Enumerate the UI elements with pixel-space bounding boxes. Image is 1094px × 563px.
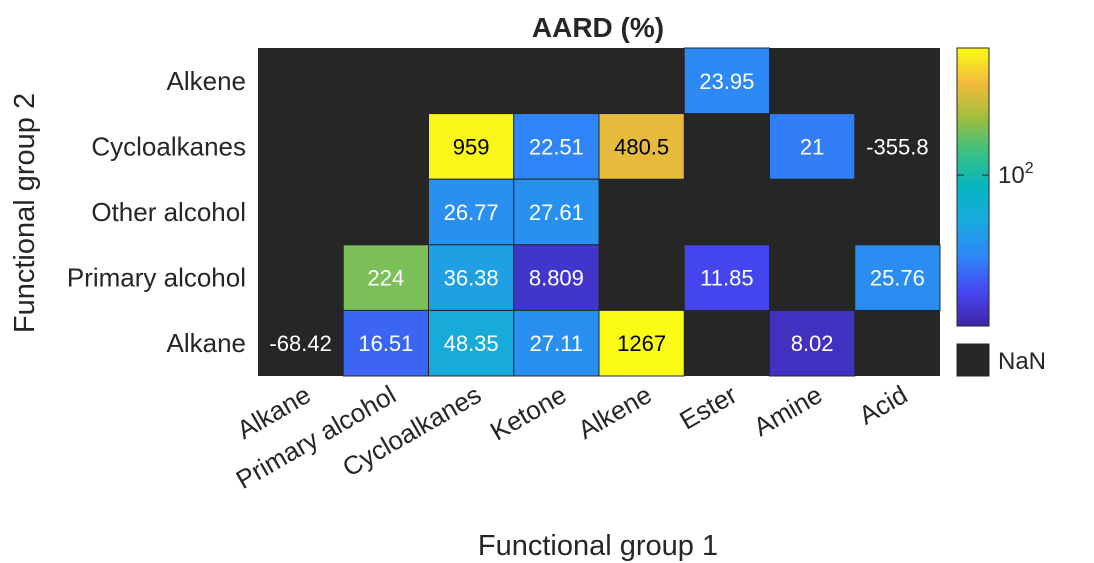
heatmap-cell [428, 309, 515, 377]
nan-swatch [956, 343, 990, 377]
cell-value-label: 224 [368, 266, 405, 291]
cell-value-label: 11.85 [700, 266, 753, 291]
heatmap-cell [513, 178, 600, 246]
heatmap-cell [513, 244, 600, 311]
heatmap-cell [342, 244, 429, 311]
heatmap-cell [769, 309, 856, 377]
heatmap-cell [258, 310, 344, 376]
y-tick-label: Other alcohol [91, 197, 246, 227]
y-tick-label: Alkene [167, 66, 247, 96]
y-tick-labels: Alkene Cycloalkanes Other alcohol Primary a… [67, 66, 246, 358]
heatmap-cell [428, 178, 515, 246]
y-axis-label: Functional group 2 [9, 93, 41, 333]
colorbar-gradient [956, 47, 990, 327]
heatmap-cell [428, 113, 515, 180]
cell-value-label: 8.02 [791, 331, 834, 356]
heatmap-cell [598, 309, 685, 377]
cell-value-label: 21 [800, 134, 824, 159]
y-tick-label: Primary alcohol [67, 263, 246, 293]
heatmap-cell [854, 244, 941, 311]
cell-value-label: 1267 [617, 331, 666, 356]
y-tick-label: Cycloalkanes [91, 131, 246, 161]
x-tick-label: Ketone [485, 379, 571, 446]
heatmap-cell [513, 113, 600, 180]
heatmap-cells: 23.95 959 22.51 480.5 21 -355.8 26.77 27.61 224 3… [258, 47, 941, 377]
nan-label: NaN [998, 348, 1046, 375]
cell-value-label: 16.51 [358, 331, 413, 356]
cell-value-label: -68.42 [269, 331, 331, 356]
x-tick-label: Alkene [573, 379, 657, 445]
heatmap-cell [683, 47, 770, 115]
heatmap-cell [598, 113, 685, 180]
cell-value-label: 480.5 [614, 134, 669, 159]
heatmap-cell [854, 113, 940, 180]
heatmap-cell [769, 113, 856, 180]
cell-value-label: 26.77 [444, 200, 499, 225]
x-tick-label: Ester [674, 379, 742, 435]
x-tick-label: Acid [854, 379, 913, 430]
chart-title: AARD (%) [532, 12, 664, 43]
x-tick-label: Amine [748, 379, 827, 442]
cell-value-label: -355.8 [866, 134, 928, 159]
y-tick-label: Alkane [167, 328, 247, 358]
x-axis-label: Functional group 1 [478, 530, 718, 562]
cell-value-label: 48.35 [444, 331, 499, 356]
heatmap-cell [513, 309, 600, 377]
cell-value-label: 959 [453, 134, 490, 159]
colorbar: 102 NaN [956, 47, 1046, 377]
cell-value-label: 36.38 [444, 266, 499, 291]
cell-value-label: 8.809 [529, 266, 584, 291]
cell-value-label: 25.76 [870, 266, 925, 291]
colorbar-tick-label: 102 [998, 160, 1034, 189]
heatmap-cell [342, 309, 429, 377]
cell-value-label: 27.11 [530, 331, 583, 356]
cell-value-label: 27.61 [529, 200, 584, 225]
heatmap-cell [683, 244, 770, 311]
cell-value-label: 23.95 [699, 69, 754, 94]
cell-value-label: 22.51 [529, 134, 584, 159]
